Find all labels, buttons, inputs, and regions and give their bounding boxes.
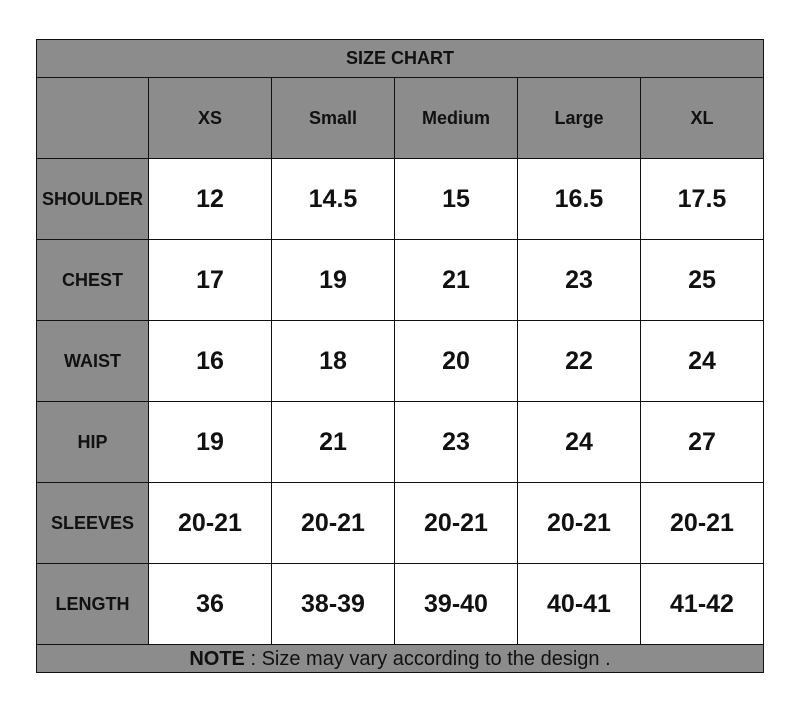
note-row: NOTE : Size may vary according to the de…: [36, 644, 764, 673]
measurement-cell: 40-41: [517, 563, 641, 645]
measurement-cell: 41-42: [640, 563, 764, 645]
measurement-cell: 20-21: [394, 482, 518, 564]
measurement-cell: 38-39: [271, 563, 395, 645]
measurement-cell: 27: [640, 401, 764, 483]
measurement-cell: 20-21: [148, 482, 272, 564]
measurement-cell: 20-21: [271, 482, 395, 564]
measurement-cell: 16: [148, 320, 272, 402]
note-label: NOTE: [189, 647, 245, 670]
measurement-cell: 16.5: [517, 158, 641, 240]
note: NOTE : Size may vary according to the de…: [36, 644, 764, 673]
measurement-cell: 14.5: [271, 158, 395, 240]
row-label: WAIST: [36, 320, 149, 402]
measurement-cell: 15: [394, 158, 518, 240]
corner-cell: [36, 77, 149, 159]
table-row-shoulder: SHOULDER 12 14.5 15 16.5 17.5: [36, 158, 764, 240]
note-text: : Size may vary according to the design …: [244, 647, 611, 670]
measurement-cell: 21: [394, 239, 518, 321]
measurement-cell: 12: [148, 158, 272, 240]
size-chart-title: SIZE CHART: [36, 39, 764, 78]
measurement-cell: 39-40: [394, 563, 518, 645]
size-header-row: XS Small Medium Large XL: [36, 77, 764, 159]
row-label: LENGTH: [36, 563, 149, 645]
measurement-cell: 20-21: [640, 482, 764, 564]
row-label: HIP: [36, 401, 149, 483]
table-row-waist: WAIST 16 18 20 22 24: [36, 320, 764, 402]
measurement-cell: 17.5: [640, 158, 764, 240]
row-label: SHOULDER: [36, 158, 149, 240]
size-header-xs: XS: [148, 77, 272, 159]
table-row-sleeves: SLEEVES 20-21 20-21 20-21 20-21 20-21: [36, 482, 764, 564]
row-label: CHEST: [36, 239, 149, 321]
measurement-cell: 24: [517, 401, 641, 483]
size-header-large: Large: [517, 77, 641, 159]
measurement-cell: 19: [148, 401, 272, 483]
measurement-cell: 23: [517, 239, 641, 321]
measurement-cell: 19: [271, 239, 395, 321]
measurement-cell: 36: [148, 563, 272, 645]
row-label: SLEEVES: [36, 482, 149, 564]
measurement-cell: 18: [271, 320, 395, 402]
table-row-chest: CHEST 17 19 21 23 25: [36, 239, 764, 321]
title-row: SIZE CHART: [36, 39, 764, 78]
measurement-cell: 22: [517, 320, 641, 402]
measurement-cell: 17: [148, 239, 272, 321]
measurement-cell: 25: [640, 239, 764, 321]
table-row-hip: HIP 19 21 23 24 27: [36, 401, 764, 483]
measurement-cell: 24: [640, 320, 764, 402]
size-header-small: Small: [271, 77, 395, 159]
measurement-cell: 23: [394, 401, 518, 483]
size-chart-table: SIZE CHART XS Small Medium Large XL SHOULDER…: [36, 39, 764, 673]
table-row-length: LENGTH 36 38-39 39-40 40-41 41-42: [36, 563, 764, 645]
size-header-medium: Medium: [394, 77, 518, 159]
measurement-cell: 20-21: [517, 482, 641, 564]
measurement-cell: 21: [271, 401, 395, 483]
size-header-xl: XL: [640, 77, 764, 159]
measurement-cell: 20: [394, 320, 518, 402]
